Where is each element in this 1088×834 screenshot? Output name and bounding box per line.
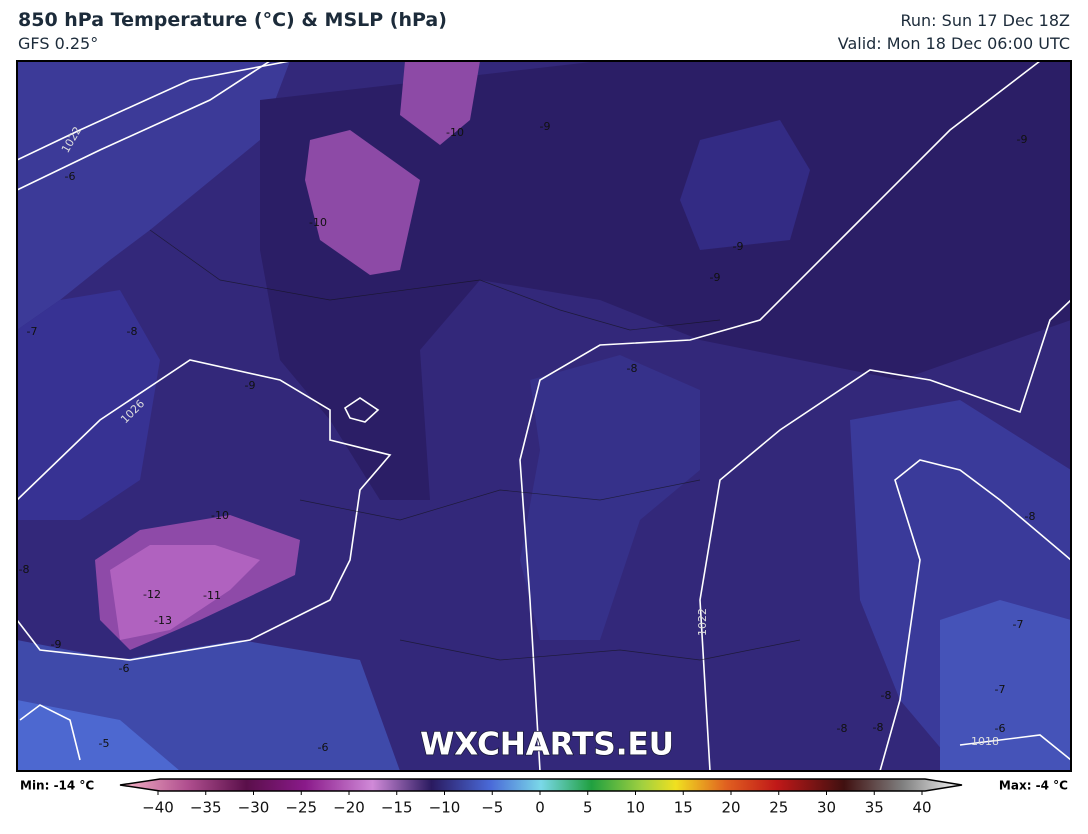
region <box>17 700 180 771</box>
watermark: WXCHARTS.EU <box>420 727 674 763</box>
isotherm-label: -10 <box>211 509 229 522</box>
colorbar-tick-label: −15 <box>381 799 413 817</box>
cold-core <box>110 545 260 640</box>
cold-pool <box>400 61 480 145</box>
isobar <box>519 61 1041 771</box>
isotherm-label: -10 <box>309 216 327 229</box>
colorbar-tick-label: 15 <box>674 799 693 817</box>
colorbar-tick-label: −25 <box>285 799 317 817</box>
isotherm-label: -11 <box>203 589 221 602</box>
colorbar-tick-label: 0 <box>535 799 545 817</box>
isotherm-label: -10 <box>446 126 464 139</box>
isotherm-label: -9 <box>245 379 256 392</box>
isobar <box>17 61 271 191</box>
map-frame <box>16 60 1072 772</box>
isotherm-label: -6 <box>995 722 1006 735</box>
isotherm-label: -8 <box>873 721 884 734</box>
map <box>17 61 1071 771</box>
isobar <box>699 299 1071 771</box>
isobar-label: 1018 <box>971 735 999 748</box>
isotherm-label: -9 <box>733 240 744 253</box>
isotherm-label: -9 <box>710 271 721 284</box>
isotherm-label: -6 <box>318 741 329 754</box>
title: 850 hPa Temperature (°C) & MSLP (hPa) <box>18 9 447 31</box>
colorbar-tick-label: −5 <box>481 799 503 817</box>
isobar <box>343 397 380 423</box>
isotherm-label: -9 <box>540 120 551 133</box>
isobar-label: 1022 <box>696 608 709 636</box>
isobar <box>19 704 81 761</box>
colorbar-tick-label: 40 <box>912 799 931 817</box>
valid: Valid: Mon 18 Dec 06:00 UTC <box>838 34 1070 53</box>
region <box>17 290 160 520</box>
run: Run: Sun 17 Dec 18Z <box>901 11 1071 30</box>
colorbar-tick-label: −35 <box>190 799 222 817</box>
colorbar-tick-label: 5 <box>583 799 593 817</box>
colorbar-tick-label: −30 <box>238 799 270 817</box>
isotherm-label: -7 <box>1013 618 1024 631</box>
colorbar-tick-label: 25 <box>769 799 788 817</box>
isotherm-label: -5 <box>99 737 110 750</box>
isotherm-label: -12 <box>143 588 161 601</box>
region-cold <box>260 61 1071 500</box>
colorbar-tick-label: −40 <box>142 799 174 817</box>
isotherm-label: -9 <box>1017 133 1028 146</box>
region <box>520 355 700 640</box>
colorbar-tick-label: −10 <box>429 799 461 817</box>
isotherm-label: -13 <box>154 614 172 627</box>
colorbar-tick-label: 30 <box>817 799 836 817</box>
isotherm-label: -7 <box>27 325 38 338</box>
isotherm-label: -8 <box>881 689 892 702</box>
isotherm-label: -6 <box>119 662 130 675</box>
isobar <box>17 359 392 661</box>
isotherm-label: -7 <box>995 683 1006 696</box>
min-label: Min: -14 °C <box>20 779 94 793</box>
isotherm-label: -8 <box>19 563 30 576</box>
isobar <box>879 459 1071 771</box>
isotherm-label: -8 <box>1025 510 1036 523</box>
colorbar-tick-label: 20 <box>721 799 740 817</box>
borders <box>149 229 801 661</box>
isotherm-label: -9 <box>51 638 62 651</box>
colorbar-tick-label: 35 <box>865 799 884 817</box>
colorbar <box>119 778 963 792</box>
colorbar-tick-label: −20 <box>333 799 365 817</box>
isotherm-label: -8 <box>837 722 848 735</box>
isotherm-label: -8 <box>627 362 638 375</box>
isobar <box>17 61 291 161</box>
isotherm-label: -8 <box>127 325 138 338</box>
colorbar-tick-label: 10 <box>626 799 645 817</box>
model: GFS 0.25° <box>18 34 98 53</box>
cold-pool <box>305 130 420 275</box>
region <box>940 600 1071 771</box>
region <box>680 120 810 250</box>
isobar <box>959 734 1071 761</box>
max-label: Max: -4 °C <box>999 779 1068 793</box>
isotherm-label: -6 <box>65 170 76 183</box>
